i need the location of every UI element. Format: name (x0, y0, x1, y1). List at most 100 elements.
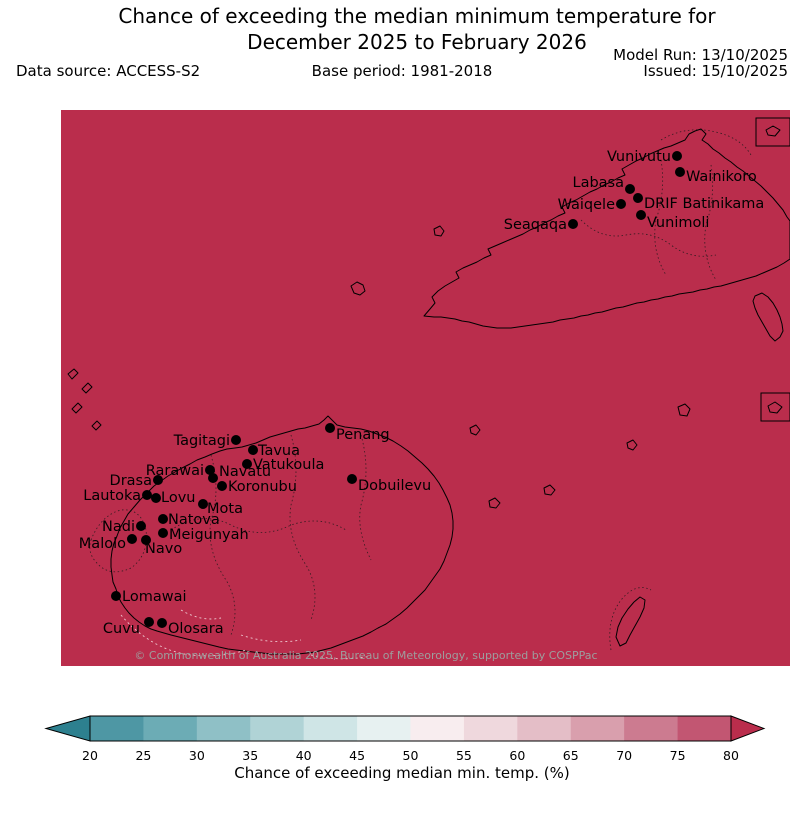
station-label: Cuvu (103, 621, 140, 637)
station-penang: Penang (325, 423, 390, 443)
small-island (91, 420, 102, 431)
station-lomawai: Lomawai (111, 589, 186, 605)
colorbar-segment (463, 716, 518, 741)
colorbar-segment (570, 716, 625, 741)
station-markers: Vunivutu Wainikoro Labasa Waiqele DRIF Batin… (79, 149, 764, 637)
district-boundary (170, 518, 347, 533)
colorbar-segment (677, 716, 732, 741)
colorbar-segment (303, 716, 358, 741)
colorbar-segment (624, 716, 679, 741)
small-island (67, 368, 79, 380)
station-vatukoula: Vatukoula (242, 457, 324, 473)
page-title: Chance of exceeding the median minimum t… (30, 3, 804, 55)
station-meigunyah: Meigunyah (158, 527, 249, 543)
station-drasa: Drasa (110, 473, 163, 489)
station-label: Lomawai (122, 589, 186, 605)
station-label: Vatukoula (253, 457, 324, 473)
district-boundary (289, 434, 316, 621)
district-boundary (580, 219, 717, 257)
district-boundary (209, 454, 236, 636)
station-tavua: Tavua (248, 443, 300, 459)
colorbar-tick: 45 (349, 748, 365, 763)
station-marker (158, 514, 168, 524)
station-label: Drasa (110, 473, 152, 489)
station-marker (144, 617, 154, 627)
colorbar-right-arrow (730, 715, 766, 742)
station-marker (636, 210, 646, 220)
small-island (350, 281, 366, 296)
map-canvas: Vunivutu Wainikoro Labasa Waiqele DRIF Batin… (61, 110, 790, 666)
station-olosara: Olosara (157, 618, 224, 637)
station-navo: Navo (141, 535, 182, 557)
small-island (433, 225, 445, 237)
station-mota: Mota (198, 499, 243, 517)
station-label: Natova (168, 512, 220, 528)
reef-outline (310, 654, 372, 660)
station-label: Labasa (573, 175, 625, 191)
station-label: DRIF Batinikama (644, 196, 764, 212)
station-label: Dobuilevu (358, 478, 431, 494)
station-label: Meigunyah (169, 527, 249, 543)
station-marker (616, 199, 626, 209)
small-island (626, 439, 638, 451)
colorbar-tick: 70 (616, 748, 632, 763)
station-marker (242, 459, 252, 469)
station-wainikoro: Wainikoro (675, 167, 757, 185)
station-lovu: Lovu (151, 490, 195, 506)
station-marker (136, 521, 146, 531)
colorbar-label: Chance of exceeding median min. temp. (%… (234, 764, 570, 782)
colorbar-tick: 65 (563, 748, 579, 763)
station-label: Tagitagi (173, 433, 230, 449)
district-boundary (704, 164, 717, 281)
station-marker (248, 445, 258, 455)
island-viti-levu (110, 415, 454, 655)
district-boundary (609, 587, 652, 651)
station-nadi: Nadi (102, 519, 146, 535)
station-label: Seaqaqa (504, 217, 567, 233)
colorbar-segment (357, 716, 411, 741)
inset-island (767, 401, 783, 414)
station-vunivutu: Vunivutu (607, 149, 682, 165)
small-island (71, 402, 83, 414)
station-marker (347, 474, 357, 484)
station-marker (127, 534, 137, 544)
station-marker (151, 493, 161, 503)
station-marker (672, 151, 682, 161)
station-labasa: Labasa (573, 175, 635, 194)
station-navatu: Navatu (208, 464, 271, 483)
station-cuvu: Cuvu (103, 617, 154, 637)
station-label: Navatu (219, 464, 271, 480)
title-line2: December 2025 to February 2026 (247, 30, 587, 54)
colorbar-tick: 30 (189, 748, 205, 763)
island-taveuni (752, 292, 784, 342)
colorbar-segment (517, 716, 572, 741)
inset-box (760, 392, 790, 422)
reef-outline (120, 614, 247, 657)
station-label: Malolo (79, 536, 126, 552)
colorbar-left-arrow (44, 715, 91, 742)
colorbar-tick: 25 (135, 748, 151, 763)
station-marker (325, 423, 335, 433)
inset-island (765, 125, 781, 137)
station-koronubu: Koronubu (217, 479, 297, 495)
reef-outline (180, 609, 222, 620)
station-marker (568, 219, 578, 229)
base-period-label: Base period: 1981-2018 (311, 62, 493, 80)
station-waiqele: Waiqele (558, 197, 626, 213)
colorbar-tick: 35 (242, 748, 258, 763)
map-copyright: © Commonwealth of Australia 2025, Bureau… (134, 649, 597, 662)
inset-box (755, 117, 790, 147)
station-marker (231, 435, 241, 445)
station-marker (675, 167, 685, 177)
station-marker (217, 481, 227, 491)
small-island (677, 403, 691, 417)
station-label: Rarawai (146, 463, 204, 479)
data-source-label: Data source: ACCESS-S2 (16, 62, 201, 80)
station-marker (158, 528, 168, 538)
small-island (488, 497, 501, 509)
district-boundary (654, 159, 667, 276)
station-tagitagi: Tagitagi (173, 433, 241, 449)
station-label: Wainikoro (686, 169, 757, 185)
issued-label: Issued: 15/10/2025 (643, 62, 788, 80)
model-run-label: Model Run: 13/10/2025 (613, 46, 788, 64)
